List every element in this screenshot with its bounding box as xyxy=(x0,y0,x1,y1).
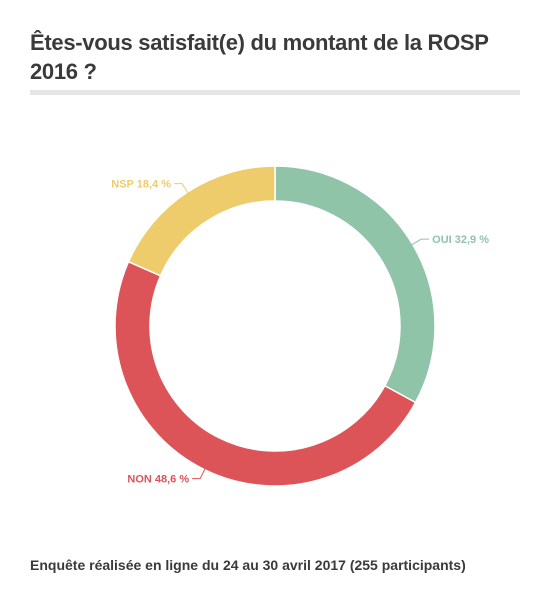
leader-non xyxy=(192,467,206,480)
slice-nsp[interactable] xyxy=(127,165,276,277)
slice-label-oui: OUI 32,9 % xyxy=(432,234,489,246)
slice-oui[interactable] xyxy=(274,165,436,404)
slice-label-non: NON 48,6 % xyxy=(127,474,189,486)
leader-oui xyxy=(410,238,430,246)
slice-non[interactable] xyxy=(114,260,417,487)
donut-slices xyxy=(114,165,436,487)
donut-chart: OUI 32,9 % NON 48,6 % NSP 18,4 % xyxy=(111,165,489,487)
leader-nsp xyxy=(174,183,190,194)
chart-title: Êtes-vous satisfait(e) du montant de la … xyxy=(30,30,489,84)
label-leader-lines xyxy=(174,183,430,480)
title-divider xyxy=(30,90,520,95)
survey-footnote: Enquête réalisée en ligne du 24 au 30 av… xyxy=(30,557,466,573)
slice-labels: OUI 32,9 % NON 48,6 % NSP 18,4 % xyxy=(111,179,489,486)
slice-label-nsp: NSP 18,4 % xyxy=(111,179,171,191)
